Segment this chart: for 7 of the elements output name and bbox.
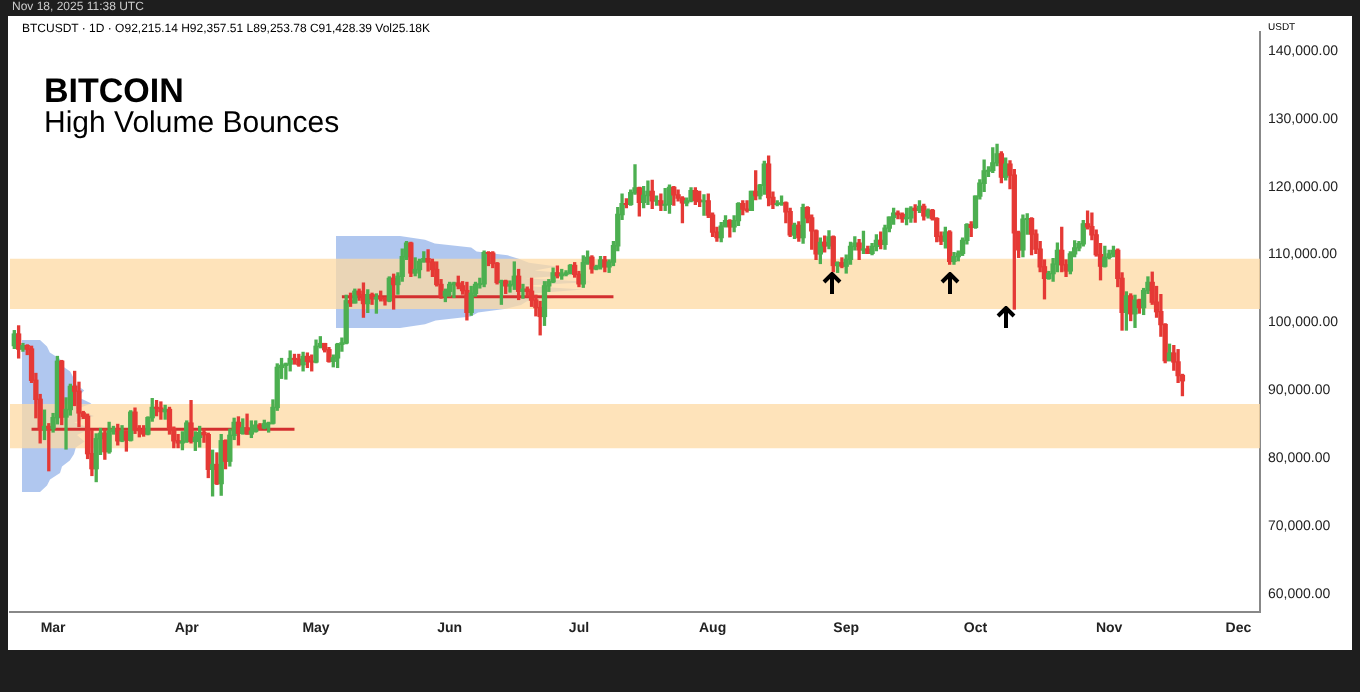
candlestick [451, 281, 457, 299]
candlestick [701, 194, 707, 216]
text: BITCOIN [44, 72, 184, 110]
text: High Volume Bounces [44, 106, 340, 140]
candlestick [158, 401, 164, 420]
candlestick [744, 200, 750, 213]
candlestick [425, 249, 431, 272]
